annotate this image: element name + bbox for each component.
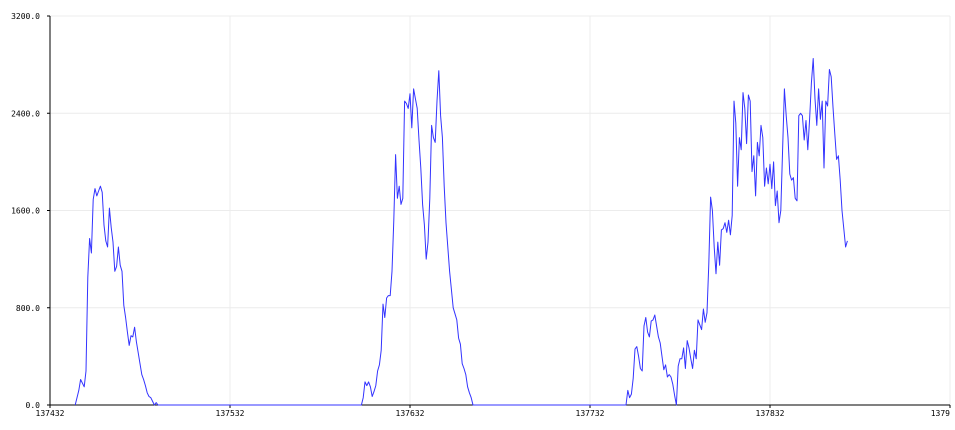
grid-layer bbox=[50, 15, 951, 405]
x-tick-label: 137832 bbox=[756, 409, 785, 418]
series-layer bbox=[74, 58, 848, 406]
x-tick-label: 137632 bbox=[396, 409, 425, 418]
y-tick-label: 1600.0 bbox=[11, 207, 40, 216]
y-tick-label: 3200.0 bbox=[11, 12, 40, 21]
x-tick-label: 137532 bbox=[216, 409, 245, 418]
x-tick-label: 137432 bbox=[36, 409, 65, 418]
series-line-0 bbox=[74, 58, 848, 406]
x-tick-label: 137732 bbox=[576, 409, 605, 418]
y-tick-label: 2400.0 bbox=[11, 109, 40, 118]
y-tick-label: 0.0 bbox=[26, 401, 41, 410]
x-tick-label: 1379 bbox=[931, 409, 950, 418]
tick-layer: 137432 137532 137632 137732 137832 1379 0.0 800… bbox=[11, 12, 951, 418]
y-tick-label: 800.0 bbox=[16, 304, 40, 313]
